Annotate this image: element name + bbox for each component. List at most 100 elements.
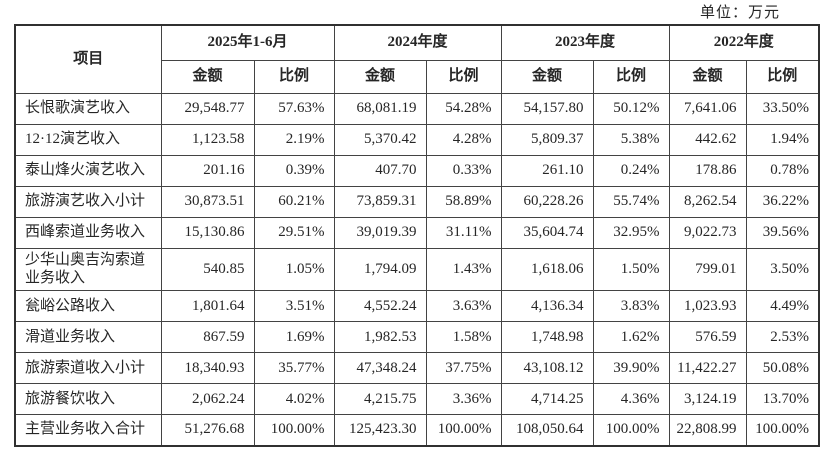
row-label: 瓮峪公路收入 [14,290,162,322]
amount-cell: 29,548.77 [160,92,255,125]
ratio-cell: 3.50% [745,247,820,291]
amount-cell: 43,108.12 [500,352,594,384]
row-label: 旅游索道收入小计 [14,352,162,384]
ratio-cell: 39.90% [592,352,670,384]
subheader-amount: 金额 [500,59,594,94]
amount-cell: 54,157.80 [500,92,594,125]
ratio-cell: 32.95% [592,216,670,249]
amount-cell: 60,228.26 [500,185,594,218]
amount-cell: 15,130.86 [160,216,255,249]
ratio-cell: 4.49% [745,290,820,322]
amount-cell: 4,136.34 [500,290,594,322]
ratio-cell: 36.22% [745,185,820,218]
amount-cell: 125,423.30 [333,414,427,446]
ratio-cell: 1.58% [425,321,502,353]
subheader-amount: 金额 [333,59,427,94]
ratio-cell: 39.56% [745,216,820,249]
amount-cell: 108,050.64 [500,414,594,446]
header-period-2024: 2024年度 [333,24,502,61]
ratio-cell: 31.11% [425,216,502,249]
table-row-total: 主营业务收入合计 51,276.68 100.00% 125,423.30 10… [14,414,820,446]
table-row: 旅游演艺收入小计 30,873.51 60.21% 73,859.31 58.8… [14,185,820,218]
ratio-cell: 4.36% [592,383,670,415]
ratio-cell: 5.38% [592,123,670,156]
ratio-cell: 54.28% [425,92,502,125]
amount-cell: 51,276.68 [160,414,255,446]
row-label: 滑道业务收入 [14,321,162,353]
ratio-cell: 57.63% [253,92,335,125]
ratio-cell: 3.63% [425,290,502,322]
amount-cell: 18,340.93 [160,352,255,384]
row-label: 少华山奥吉沟索道业务收入 [14,247,162,291]
amount-cell: 540.85 [160,247,255,291]
ratio-cell: 100.00% [425,414,502,446]
amount-cell: 442.62 [668,123,747,156]
subheader-amount: 金额 [668,59,747,94]
header-item: 项目 [14,24,162,94]
amount-cell: 35,604.74 [500,216,594,249]
ratio-cell: 13.70% [745,383,820,415]
header-period-row: 项目 2025年1-6月 2024年度 2023年度 2022年度 [14,24,820,94]
row-label: 旅游餐饮收入 [14,383,162,415]
amount-cell: 8,262.54 [668,185,747,218]
amount-cell: 7,641.06 [668,92,747,125]
ratio-cell: 60.21% [253,185,335,218]
unit-label: 单位：万元 [699,5,780,21]
ratio-cell: 1.62% [592,321,670,353]
ratio-cell: 37.75% [425,352,502,384]
subheader-ratio: 比例 [425,59,502,94]
amount-cell: 1,123.58 [160,123,255,156]
amount-cell: 799.01 [668,247,747,291]
ratio-cell: 0.33% [425,154,502,187]
amount-cell: 39,019.39 [333,216,427,249]
ratio-cell: 1.69% [253,321,335,353]
amount-cell: 22,808.99 [668,414,747,446]
amount-cell: 5,370.42 [333,123,427,156]
ratio-cell: 1.94% [745,123,820,156]
amount-cell: 4,714.25 [500,383,594,415]
ratio-cell: 4.28% [425,123,502,156]
amount-cell: 9,022.73 [668,216,747,249]
row-label: 西峰索道业务收入 [14,216,162,249]
ratio-cell: 50.12% [592,92,670,125]
ratio-cell: 2.19% [253,123,335,156]
ratio-cell: 3.36% [425,383,502,415]
amount-cell: 47,348.24 [333,352,427,384]
amount-cell: 11,422.27 [668,352,747,384]
ratio-cell: 0.39% [253,154,335,187]
table-row: 泰山烽火演艺收入 201.16 0.39% 407.70 0.33% 261.1… [14,154,820,187]
amount-cell: 261.10 [500,154,594,187]
row-label: 12·12演艺收入 [14,123,162,156]
amount-cell: 3,124.19 [668,383,747,415]
ratio-cell: 1.50% [592,247,670,291]
ratio-cell: 2.53% [745,321,820,353]
table-row: 旅游索道收入小计 18,340.93 35.77% 47,348.24 37.7… [14,352,820,384]
ratio-cell: 50.08% [745,352,820,384]
amount-cell: 1,023.93 [668,290,747,322]
subheader-ratio: 比例 [745,59,820,94]
row-label: 旅游演艺收入小计 [14,185,162,218]
ratio-cell: 1.43% [425,247,502,291]
header-period-2025h1: 2025年1-6月 [160,24,335,61]
amount-cell: 5,809.37 [500,123,594,156]
amount-cell: 867.59 [160,321,255,353]
table-row: 旅游餐饮收入 2,062.24 4.02% 4,215.75 3.36% 4,7… [14,383,820,415]
amount-cell: 4,215.75 [333,383,427,415]
revenue-breakdown-table: 项目 2025年1-6月 2024年度 2023年度 2022年度 金额 比例 … [14,24,821,447]
amount-cell: 1,794.09 [333,247,427,291]
amount-cell: 2,062.24 [160,383,255,415]
amount-cell: 68,081.19 [333,92,427,125]
subheader-ratio: 比例 [253,59,335,94]
amount-cell: 1,801.64 [160,290,255,322]
row-label: 泰山烽火演艺收入 [14,154,162,187]
amount-cell: 1,748.98 [500,321,594,353]
table-row: 瓮峪公路收入 1,801.64 3.51% 4,552.24 3.63% 4,1… [14,290,820,322]
ratio-cell: 1.05% [253,247,335,291]
ratio-cell: 29.51% [253,216,335,249]
ratio-cell: 58.89% [425,185,502,218]
amount-cell: 576.59 [668,321,747,353]
amount-cell: 1,982.53 [333,321,427,353]
ratio-cell: 100.00% [745,414,820,446]
amount-cell: 201.16 [160,154,255,187]
row-label: 长恨歌演艺收入 [14,92,162,125]
